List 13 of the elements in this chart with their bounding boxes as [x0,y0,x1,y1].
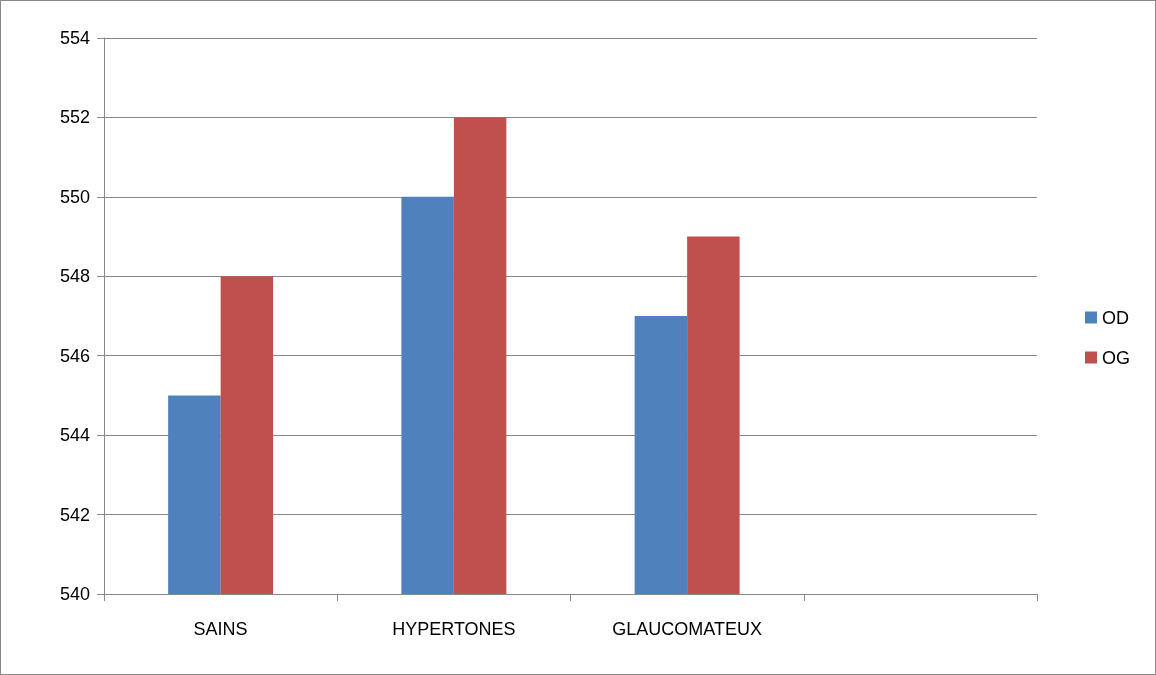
y-tick-label: 542 [59,504,90,525]
y-tick-label: 552 [59,107,90,128]
x-tick-label: SAINS [193,619,248,639]
y-tick-label: 544 [59,425,90,446]
legend-label: OG [1102,347,1131,368]
y-tick-label: 554 [59,28,90,48]
x-tick-label: GLAUCOMATEUX [612,619,762,639]
legend-label: OD [1102,307,1129,328]
x-tick-label: HYPERTONES [392,619,516,639]
y-tick-label: 548 [59,266,90,287]
y-tick-label: 540 [59,584,90,604]
y-tick-label: 550 [59,186,90,207]
y-tick-label: 546 [59,345,90,366]
